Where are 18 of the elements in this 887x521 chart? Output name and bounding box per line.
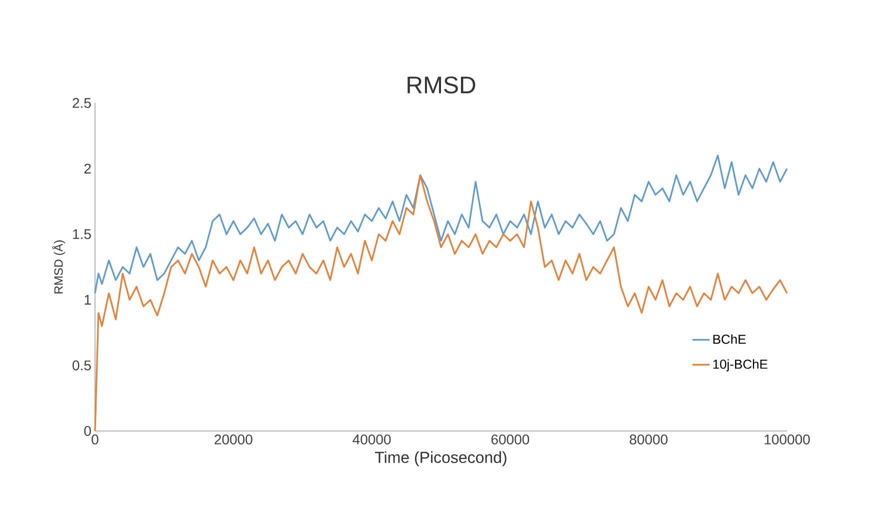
y-tick-label: 2.5 xyxy=(72,98,91,108)
y-tick-label: 1.5 xyxy=(73,229,91,240)
line-series xyxy=(94,154,788,294)
x-tick-label: 100000 xyxy=(764,434,810,444)
y-tick-label: 1 xyxy=(84,294,91,305)
legend-label: 10j-BChE xyxy=(713,359,768,372)
x-tick-label: 80000 xyxy=(630,434,668,444)
x-tick-label: 0 xyxy=(92,434,98,444)
x-tick-label: 20000 xyxy=(214,434,252,444)
x-axis-title: Time (Picosecond) xyxy=(374,451,506,466)
x-tick-label: 40000 xyxy=(352,434,391,444)
y-axis-title: RMSD (Å) xyxy=(52,240,66,294)
x-tick-label: 60000 xyxy=(491,434,530,444)
y-tick-label: 0.5 xyxy=(72,360,91,370)
legend-label: BChE xyxy=(713,334,746,344)
chart-title: RMSD xyxy=(408,76,476,94)
y-tick-label: 0 xyxy=(84,426,91,436)
y-tick-label: 2 xyxy=(84,164,91,174)
